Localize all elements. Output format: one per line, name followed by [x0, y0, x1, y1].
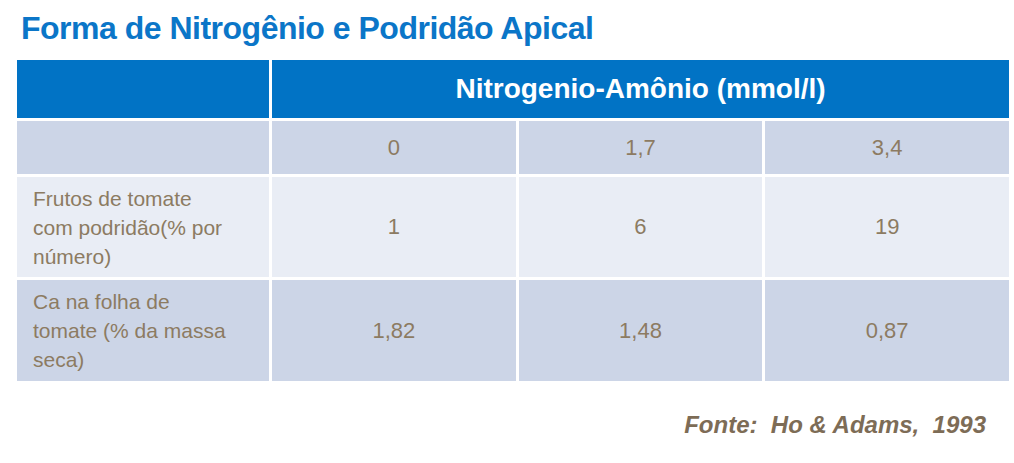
row-label: Frutos de tomate com podridão(% por núme…: [17, 184, 233, 271]
header-empty-cell: [16, 59, 271, 120]
source-citation: Fonte: Ho & Adams, 1993: [684, 411, 986, 439]
table-subheader-row: 0 1,7 3,4: [16, 120, 1011, 176]
subheader-value: 1,7: [517, 120, 764, 176]
table-cell: 19: [764, 176, 1011, 279]
table-cell: 6: [517, 176, 764, 279]
subheader-empty-cell: [16, 120, 271, 176]
table-row: Ca na folha de tomate (% da massa seca) …: [16, 279, 1011, 383]
table-cell: 0,87: [764, 279, 1011, 383]
table-row: Frutos de tomate com podridão(% por núme…: [16, 176, 1011, 279]
table-cell: 1,82: [271, 279, 518, 383]
column-group-header: Nitrogenio-Amônio (mmol/l): [271, 59, 1011, 120]
data-table: Nitrogenio-Amônio (mmol/l) 0 1,7 3,4 Fru…: [14, 57, 1012, 384]
subheader-value: 3,4: [764, 120, 1011, 176]
row-label-cell: Frutos de tomate com podridão(% por núme…: [16, 176, 271, 279]
row-label: Ca na folha de tomate (% da massa seca): [17, 287, 233, 374]
table-cell: 1: [271, 176, 518, 279]
page-title: Forma de Nitrogênio e Podridão Apical: [21, 10, 593, 47]
table-header-row: Nitrogenio-Amônio (mmol/l): [16, 59, 1011, 120]
row-label-cell: Ca na folha de tomate (% da massa seca): [16, 279, 271, 383]
table-cell: 1,48: [517, 279, 764, 383]
slide: Forma de Nitrogênio e Podridão Apical Ni…: [0, 0, 1014, 463]
subheader-value: 0: [271, 120, 518, 176]
